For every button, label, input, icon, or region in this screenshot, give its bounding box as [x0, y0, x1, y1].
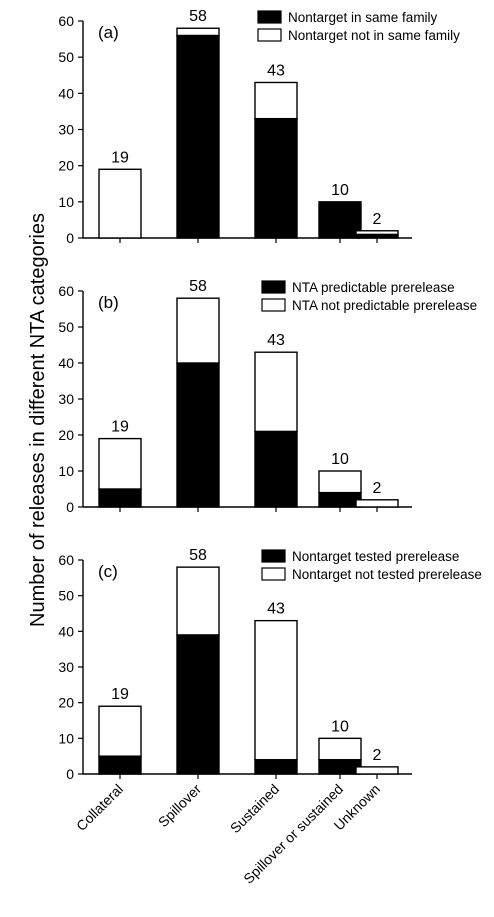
- bar-total-label: 19: [111, 686, 129, 703]
- legend-label: Nontarget not in same family: [288, 28, 460, 43]
- bar-segment-black: [254, 117, 298, 239]
- bar-segment-black: [176, 634, 220, 775]
- y-tick-label: 20: [58, 695, 74, 711]
- bar-segment-white: [176, 297, 220, 364]
- legend-swatch: [261, 298, 286, 312]
- legend-label: Nontarget not tested prerelease: [292, 567, 482, 582]
- y-tick-label: 10: [58, 463, 74, 479]
- legend-label: Nontarget in same family: [288, 10, 438, 25]
- legend-label: NTA predictable prerelease: [292, 280, 455, 295]
- bar-segment-black: [176, 34, 220, 239]
- y-tick-label: 20: [58, 427, 74, 443]
- bar-segment-white: [254, 351, 298, 433]
- bar-segment-black: [318, 491, 362, 508]
- bar-total-label: 58: [189, 278, 207, 295]
- legend-swatch: [257, 28, 282, 42]
- y-tick-label: 50: [58, 588, 74, 604]
- bar-segment-white: [254, 619, 298, 761]
- bar-segment-white: [355, 766, 399, 775]
- bar-total-label: 58: [189, 8, 207, 25]
- bar-total-label: 10: [331, 451, 349, 468]
- y-tick-label: 0: [66, 766, 74, 782]
- y-tick-label: 50: [58, 319, 74, 335]
- bar-segment-white: [318, 737, 362, 761]
- y-axis-label: Number of releases in different NTA cate…: [27, 213, 49, 627]
- category-label: Collateral: [73, 781, 126, 834]
- bar-total-label: 2: [373, 747, 382, 764]
- y-tick-label: 30: [58, 122, 74, 138]
- bar-segment-black: [176, 362, 220, 508]
- bar-segment-white: [98, 168, 142, 239]
- category-label: Spillover: [155, 781, 205, 831]
- bar-total-label: 10: [331, 182, 349, 199]
- bar-total-label: 2: [373, 480, 382, 497]
- bar-segment-black: [318, 201, 362, 239]
- y-tick-label: 30: [58, 391, 74, 407]
- legend-swatch: [261, 567, 286, 581]
- y-tick-label: 0: [66, 499, 74, 515]
- bar-segment-black: [254, 430, 298, 508]
- bar-segment-black: [318, 759, 362, 775]
- bar-total-label: 19: [111, 419, 129, 436]
- bar-total-label: 19: [111, 149, 129, 166]
- legend-swatch: [261, 280, 286, 294]
- bar-segment-white: [98, 437, 142, 490]
- bar-total-label: 10: [331, 718, 349, 735]
- bar-segment-black: [254, 759, 298, 775]
- y-tick-label: 0: [66, 230, 74, 246]
- bar-segment-white: [318, 470, 362, 494]
- bar-total-label: 2: [373, 211, 382, 228]
- bar-segment-white: [355, 499, 399, 508]
- category-label: Sustained: [227, 781, 282, 836]
- bar-total-label: 58: [189, 547, 207, 564]
- y-tick-label: 10: [58, 194, 74, 210]
- bar-segment-black: [98, 755, 142, 775]
- y-tick-label: 30: [58, 659, 74, 675]
- y-tick-label: 50: [58, 49, 74, 65]
- bar-segment-white: [254, 81, 298, 120]
- bar-segment-white: [176, 27, 220, 37]
- bar-segment-white: [355, 230, 399, 236]
- legend-label: NTA not predictable prerelease: [292, 298, 477, 313]
- y-tick-label: 60: [58, 13, 74, 29]
- bar-total-label: 43: [267, 332, 285, 349]
- panel-label: (b): [98, 293, 119, 312]
- y-tick-label: 40: [58, 355, 74, 371]
- y-tick-label: 40: [58, 85, 74, 101]
- y-tick-label: 10: [58, 730, 74, 746]
- y-tick-label: 40: [58, 623, 74, 639]
- y-tick-label: 60: [58, 552, 74, 568]
- bar-segment-white: [98, 705, 142, 757]
- bar-total-label: 43: [267, 601, 285, 618]
- legend-swatch: [257, 10, 282, 24]
- panel-label: (c): [98, 562, 118, 581]
- y-tick-label: 60: [58, 283, 74, 299]
- panel-label: (a): [98, 23, 119, 42]
- legend-label: Nontarget tested prerelease: [292, 549, 459, 564]
- chart-panel-1: 0 10 20 30 40 50 60 19 58 43 10 2 (a) Nontarget in sa…: [58, 8, 460, 246]
- bar-total-label: 43: [267, 62, 285, 79]
- bar-segment-black: [98, 488, 142, 508]
- bar-segment-white: [176, 566, 220, 636]
- y-tick-label: 20: [58, 158, 74, 174]
- legend-swatch: [261, 549, 286, 563]
- chart-panel-2: 0 10 20 30 40 50 60 19 58 43 10 2 (b) NTA predictable…: [58, 278, 477, 515]
- chart-panel-3: 0 10 20 30 40 50 60 19 58 43 10 2 (c) Nontarget teste…: [58, 547, 481, 887]
